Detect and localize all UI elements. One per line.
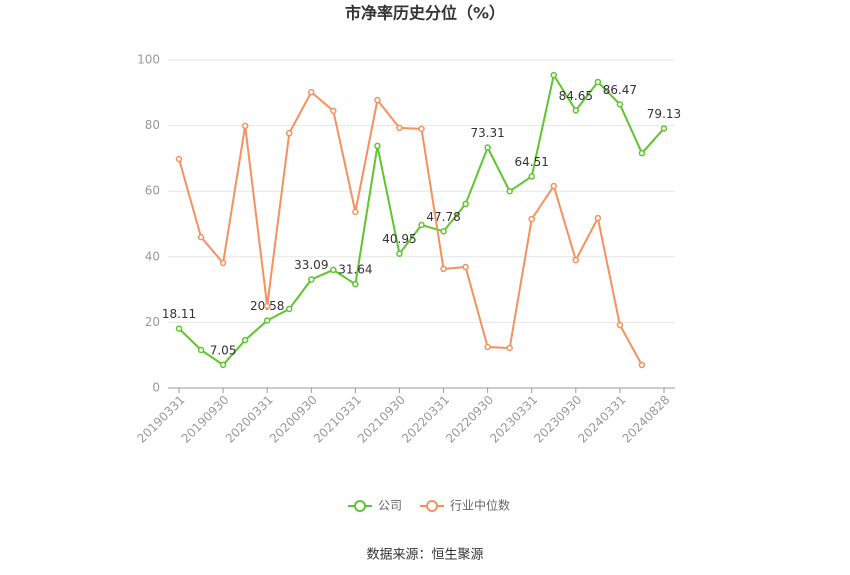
- data-label: 33.09: [294, 258, 328, 272]
- y-tick-label: 0: [152, 381, 160, 395]
- data-point: [241, 336, 249, 344]
- data-point: [175, 325, 183, 332]
- data-point: [219, 361, 227, 369]
- data-point: [484, 343, 491, 351]
- data-point: [462, 200, 469, 208]
- data-point: [506, 187, 513, 195]
- data-point: [550, 182, 558, 190]
- data-point: [594, 78, 602, 86]
- data-point: [308, 276, 315, 283]
- data-point: [572, 107, 580, 114]
- data-point: [528, 215, 535, 223]
- data-point: [572, 256, 580, 264]
- data-point: [396, 250, 403, 257]
- data-label: 84.65: [559, 89, 593, 103]
- data-point: [440, 228, 447, 235]
- data-point: [594, 214, 602, 222]
- data-point: [374, 96, 381, 104]
- data-point: [660, 125, 668, 132]
- legend-label: 行业中位数: [450, 498, 510, 513]
- data-point: [638, 149, 646, 157]
- data-point: [308, 88, 315, 96]
- data-point: [374, 142, 381, 150]
- data-point: [616, 321, 624, 329]
- data-point: [219, 259, 227, 267]
- legend-label: 公司: [378, 499, 402, 513]
- data-label: 18.11: [162, 307, 196, 321]
- x-tick-label: 20240828: [619, 393, 672, 446]
- data-point: [285, 305, 293, 313]
- data-point: [550, 71, 558, 79]
- legend-marker: [426, 500, 439, 512]
- data-label: 40.95: [382, 232, 416, 246]
- data-point: [352, 208, 359, 216]
- y-tick-label: 40: [145, 249, 160, 263]
- data-point: [440, 265, 447, 273]
- data-point: [241, 122, 249, 130]
- data-label: 64.51: [515, 155, 549, 169]
- data-point: [418, 221, 425, 229]
- data-label: 47.78: [426, 210, 460, 224]
- y-tick-label: 60: [145, 184, 160, 198]
- data-point: [396, 124, 403, 132]
- data-point: [263, 302, 271, 310]
- source-note: 数据来源：恒生聚源: [366, 548, 483, 563]
- data-point: [263, 317, 271, 324]
- data-label: 7.05: [210, 343, 237, 357]
- data-point: [197, 346, 205, 354]
- data-point: [506, 344, 513, 352]
- data-point: [330, 107, 337, 115]
- data-label: 31.64: [338, 263, 372, 277]
- data-point: [197, 233, 205, 241]
- data-point: [352, 280, 359, 288]
- series-line: [178, 90, 643, 366]
- y-tick-label: 100: [137, 53, 160, 67]
- y-tick-label: 20: [145, 315, 160, 329]
- data-label: 79.13: [647, 107, 681, 121]
- data-point: [484, 144, 491, 151]
- data-point: [285, 129, 293, 137]
- chart-title: 市净率历史分位（%）: [345, 4, 505, 23]
- y-tick-label: 80: [145, 118, 160, 132]
- data-point: [462, 263, 469, 271]
- data-point: [418, 125, 425, 133]
- data-point: [175, 155, 183, 163]
- data-label: 86.47: [603, 83, 637, 97]
- data-point: [616, 101, 624, 108]
- legend-marker: [354, 500, 366, 512]
- data-point: [330, 266, 337, 274]
- data-point: [638, 361, 646, 369]
- data-point: [528, 173, 535, 180]
- data-label: 73.31: [470, 126, 504, 140]
- series-line: [178, 72, 665, 367]
